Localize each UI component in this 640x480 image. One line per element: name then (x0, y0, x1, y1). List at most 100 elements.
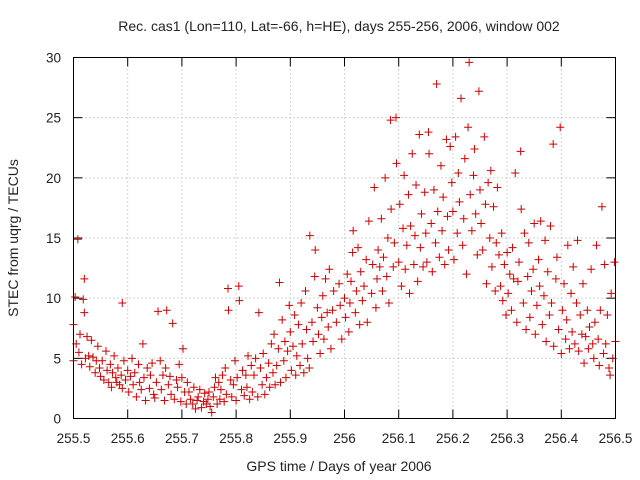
data-point (491, 286, 500, 295)
data-point (130, 368, 139, 377)
data-point (542, 337, 551, 346)
data-point (421, 229, 430, 238)
data-point (89, 353, 98, 362)
data-point (240, 391, 249, 400)
data-point (161, 363, 170, 372)
data-point (462, 270, 471, 279)
data-point (148, 359, 157, 368)
data-point (227, 392, 236, 401)
data-point (119, 356, 128, 365)
data-point (560, 279, 569, 288)
data-point (400, 171, 409, 180)
data-point (235, 296, 244, 305)
data-point (329, 286, 338, 295)
data-point (215, 395, 224, 404)
data-point (96, 372, 105, 381)
data-point (352, 286, 361, 295)
data-point (193, 396, 202, 405)
data-point (195, 385, 204, 394)
y-axis-label: STEC from uqrg / TECUs (5, 159, 21, 317)
data-point (541, 236, 550, 245)
data-point (447, 178, 456, 187)
data-point (318, 291, 327, 300)
data-point (595, 361, 604, 370)
data-point (413, 277, 422, 286)
data-point (103, 366, 112, 375)
data-point (382, 272, 391, 281)
data-point (596, 306, 605, 315)
x-tick-label: 255.6 (111, 431, 145, 446)
data-point (425, 149, 434, 158)
data-point (404, 190, 413, 199)
data-point (552, 253, 561, 262)
data-point (316, 349, 325, 358)
x-tick-label: 256 (333, 431, 356, 446)
data-point (323, 308, 332, 317)
data-point (368, 260, 377, 269)
data-point (453, 229, 462, 238)
data-point (317, 313, 326, 322)
data-point (299, 368, 308, 377)
data-point (458, 241, 467, 250)
data-point (220, 397, 229, 406)
data-point (524, 238, 533, 247)
data-point (335, 279, 344, 288)
data-point (500, 260, 509, 269)
data-point (465, 58, 474, 67)
data-point (189, 383, 198, 392)
data-point (287, 366, 296, 375)
data-point (469, 171, 478, 180)
data-point (436, 161, 445, 170)
data-point (267, 339, 276, 348)
data-point (128, 354, 137, 363)
data-point (470, 144, 479, 153)
data-point (405, 289, 414, 298)
data-point (420, 188, 429, 197)
data-point (457, 94, 466, 103)
data-point (527, 286, 536, 295)
y-tick-label: 10 (46, 291, 61, 306)
data-point (258, 380, 267, 389)
data-point (422, 258, 431, 267)
data-point (247, 361, 256, 370)
data-point (121, 375, 130, 384)
data-point (538, 320, 547, 329)
data-point (205, 388, 213, 397)
data-point (275, 278, 284, 287)
data-point (200, 389, 209, 398)
plot-frame (73, 57, 616, 419)
data-point (603, 311, 612, 320)
data-point (399, 224, 408, 233)
data-point (428, 267, 437, 276)
data-point (141, 396, 150, 405)
data-points (69, 58, 620, 417)
data-point (516, 147, 525, 156)
data-point (274, 344, 283, 353)
data-point (129, 380, 138, 389)
data-point (232, 396, 241, 405)
data-point (345, 298, 354, 307)
data-point (607, 289, 616, 298)
data-point (135, 378, 144, 387)
y-tick-label: 5 (53, 351, 61, 366)
data-point (126, 372, 135, 381)
data-point (93, 342, 102, 351)
data-point (578, 279, 587, 288)
data-point (576, 311, 585, 320)
data-point (364, 217, 373, 226)
data-point (301, 286, 310, 295)
data-point (221, 363, 230, 372)
x-tick-label: 256.1 (382, 431, 416, 446)
data-point (356, 267, 365, 276)
data-point (118, 384, 127, 393)
data-point (585, 323, 594, 332)
data-point (444, 246, 453, 255)
data-point (218, 371, 227, 380)
data-point (592, 241, 601, 250)
data-point (549, 140, 558, 149)
data-point (172, 375, 181, 384)
data-point (415, 130, 424, 139)
data-point (520, 229, 529, 238)
data-point (498, 296, 507, 305)
data-point (343, 270, 352, 279)
